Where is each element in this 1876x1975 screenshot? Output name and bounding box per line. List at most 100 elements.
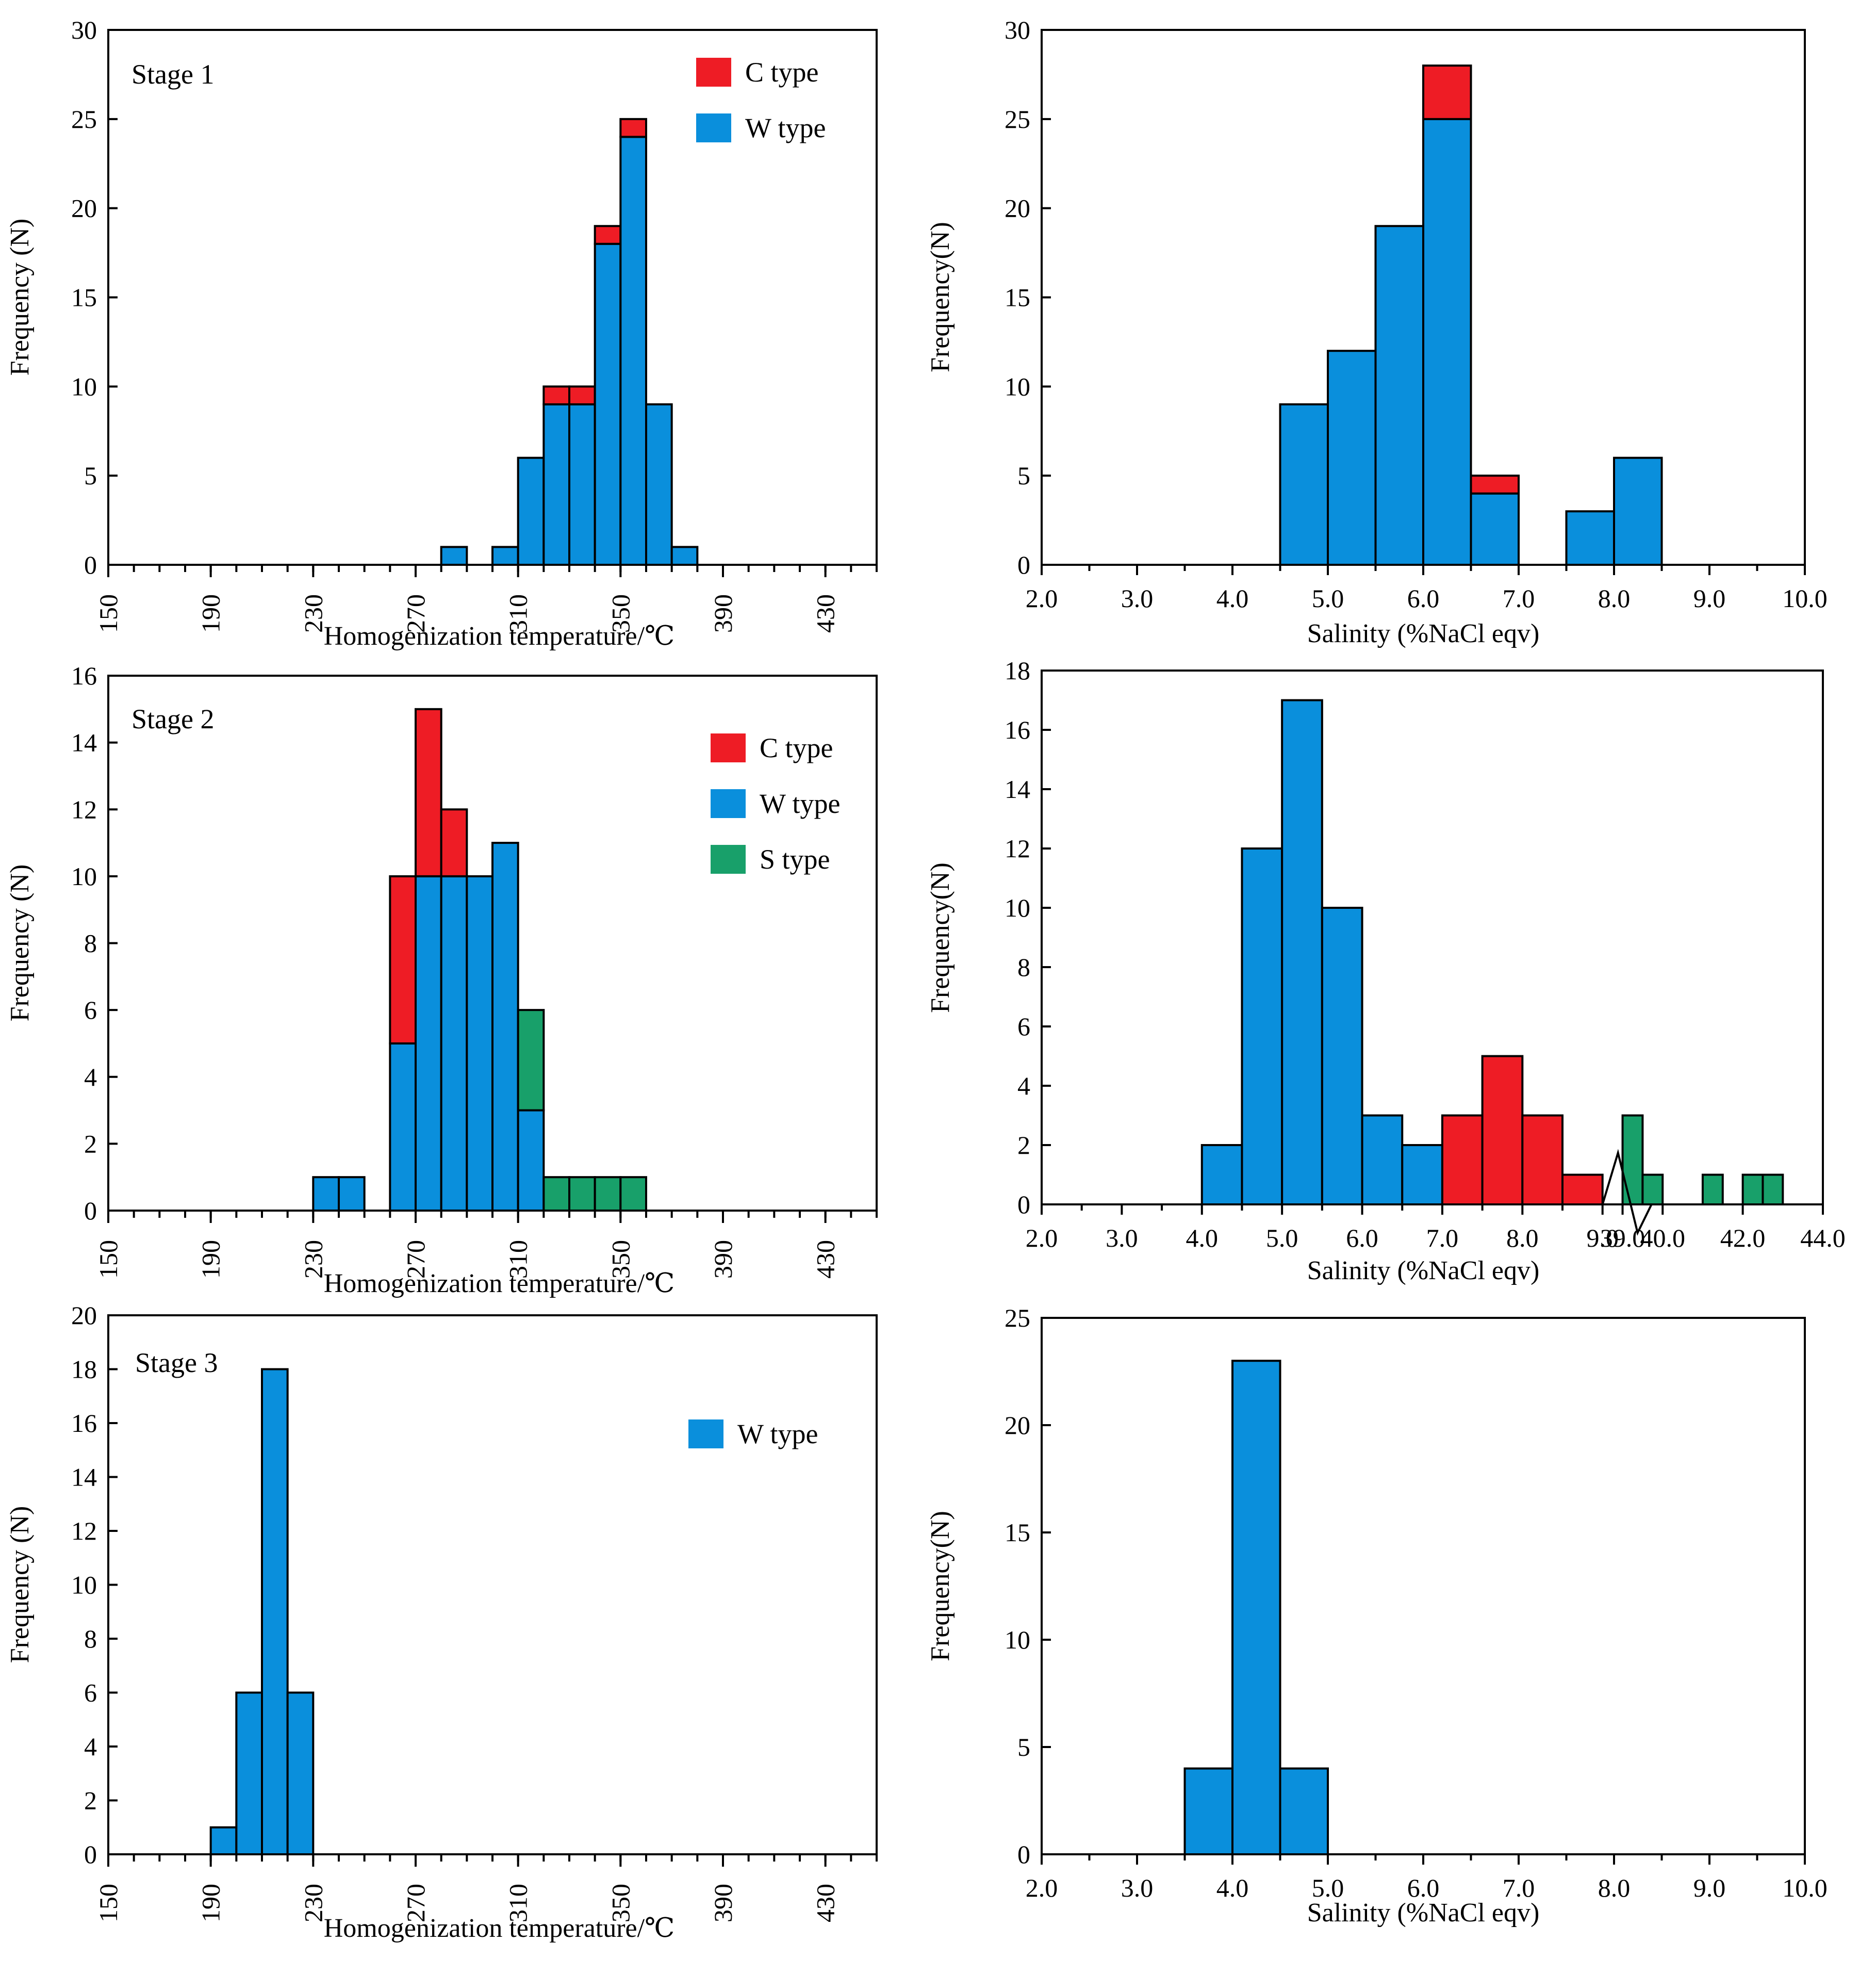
y-tick-label: 15 <box>71 283 97 312</box>
legend-swatch-w-type <box>711 789 746 818</box>
x-tick-label: 2.0 <box>1026 1223 1058 1252</box>
y-tick-label: 0 <box>84 550 97 579</box>
legend: W type <box>688 1418 818 1449</box>
y-tick-label: 0 <box>1017 1840 1030 1869</box>
bar-c-type-5 <box>440 808 468 877</box>
x-tick-label: 6.0 <box>1346 1223 1378 1252</box>
x-tick-label: 3.0 <box>1121 584 1154 613</box>
x-tick-label: 8.0 <box>1506 1223 1539 1252</box>
bars-group <box>1279 64 1663 566</box>
bar-s-type-8 <box>517 1009 545 1112</box>
y-tick-label: 30 <box>1005 15 1030 44</box>
bar-w-type-7 <box>491 842 519 1212</box>
y-tick-label: 20 <box>71 194 97 223</box>
bar-s-type-11 <box>1621 1114 1644 1205</box>
bars-group <box>209 1368 315 1855</box>
y-tick-label: 5 <box>1017 461 1030 490</box>
legend-swatch-s-type <box>711 845 746 874</box>
bars-group <box>1200 699 1784 1205</box>
bar-s-type-9 <box>542 1176 571 1212</box>
bar-c-type-9 <box>1521 1114 1564 1205</box>
y-axis-title: Frequency (N) <box>5 219 35 376</box>
legend: C type W type <box>696 57 826 143</box>
y-tick-label: 10 <box>1005 893 1030 922</box>
y-axis-title: Frequency (N) <box>5 1506 35 1663</box>
plot-frame <box>1041 1317 1806 1855</box>
plot-frame <box>107 29 878 566</box>
legend-swatch-w-type <box>696 113 731 142</box>
x-tick-label: 42.0 <box>1720 1223 1766 1252</box>
bar-s-type-13 <box>1701 1173 1724 1205</box>
x-tick-label: 390 <box>709 1884 737 1922</box>
bar-w-type-2 <box>491 546 519 566</box>
y-tick-label: 12 <box>1005 834 1030 863</box>
bar-w-type-7 <box>1613 456 1663 566</box>
bar-w-type-6 <box>1401 1144 1443 1205</box>
bars-group <box>312 708 648 1212</box>
x-tick-label: 44.0 <box>1800 1223 1846 1252</box>
bar-w-type-5 <box>568 403 596 566</box>
x-tick-label: 7.0 <box>1503 584 1535 613</box>
x-tick-label: 6.0 <box>1407 1873 1440 1902</box>
y-tick-label: 10 <box>1005 1625 1030 1654</box>
y-tick-label: 18 <box>1005 656 1030 685</box>
y-tick-label: 8 <box>84 929 97 958</box>
x-tick-label: 350 <box>606 1240 635 1279</box>
y-tick-label: 0 <box>84 1840 97 1869</box>
x-tick-label: 6.0 <box>1407 584 1440 613</box>
x-axis-title: Salinity (%NaCl eqv) <box>1307 1256 1540 1285</box>
x-tick-label: 9.0 <box>1693 584 1726 613</box>
y-tick-label: 14 <box>71 728 97 757</box>
x-tick-label: 190 <box>196 594 225 633</box>
x-tick-label: 430 <box>811 594 840 633</box>
bar-c-type-4 <box>542 385 571 405</box>
bar-w-type-4 <box>286 1691 315 1855</box>
x-tick-label: 3.0 <box>1106 1223 1138 1252</box>
y-tick-label: 16 <box>71 1409 97 1438</box>
y-tick-label: 14 <box>71 1463 97 1492</box>
x-tick-label: 390 <box>709 594 737 633</box>
y-axis-title: Frequency(N) <box>926 1511 955 1661</box>
bar-w-type-7 <box>619 136 648 566</box>
bar-c-type-6 <box>594 225 622 245</box>
bar-w-type-1 <box>312 1176 340 1212</box>
bar-s-type-15 <box>1762 1173 1784 1205</box>
bar-w-type-5 <box>440 875 468 1212</box>
x-tick-label: 5.0 <box>1312 584 1344 613</box>
y-tick-label: 4 <box>84 1063 97 1091</box>
bar-c-type-5 <box>568 385 596 405</box>
y-tick-label: 20 <box>71 1301 97 1330</box>
bar-w-type-2 <box>1327 350 1377 566</box>
chart-panel-4: 0 2 4 6 8 10 12 14 16 18 2.0 3.0 4.0 5.0 6.0 7.0 8.0 9.03… <box>926 656 1846 1285</box>
bar-w-type-3 <box>517 456 545 566</box>
y-tick-label: 10 <box>71 862 97 891</box>
bar-w-type-3 <box>389 1042 417 1212</box>
bar-c-type-10 <box>1561 1173 1604 1205</box>
bar-w-type-1 <box>1279 403 1329 566</box>
legend-label: S type <box>760 844 830 875</box>
bar-w-type-5 <box>1470 492 1520 566</box>
x-tick-label: 310 <box>504 594 533 633</box>
x-tick-label: 4.0 <box>1216 1873 1249 1902</box>
bar-w-type-4 <box>1321 907 1363 1205</box>
x-tick-label: 430 <box>811 1240 840 1279</box>
y-tick-label: 18 <box>71 1355 97 1384</box>
chart-panel-1: 0 5 10 15 20 25 30 150 190 230 270 310 350 390 430 Homo… <box>5 15 878 651</box>
x-tick-label: 150 <box>94 1240 123 1279</box>
bar-w-type-1 <box>440 546 468 566</box>
y-tick-label: 12 <box>71 795 97 824</box>
legend-label: W type <box>760 788 840 819</box>
legend-label: W type <box>737 1418 818 1449</box>
chart-panel-6: 0 5 10 15 20 25 2.0 3.0 4.0 5.0 6.0 7.0 8.0 9.0 10.0 Sa… <box>926 1303 1828 1928</box>
y-axis-title: Frequency(N) <box>926 862 955 1013</box>
x-tick-label: 150 <box>94 1884 123 1922</box>
x-tick-label: 8.0 <box>1598 1873 1631 1902</box>
bar-w-type-8 <box>645 403 673 566</box>
bar-w-type-4 <box>415 875 442 1212</box>
legend-label: W type <box>745 112 826 143</box>
stage-label: Stage 1 <box>131 59 214 90</box>
y-tick-label: 0 <box>1017 1190 1030 1219</box>
y-tick-label: 4 <box>84 1732 97 1761</box>
x-axis-title: Homogenization temperature/℃ <box>324 1269 675 1298</box>
